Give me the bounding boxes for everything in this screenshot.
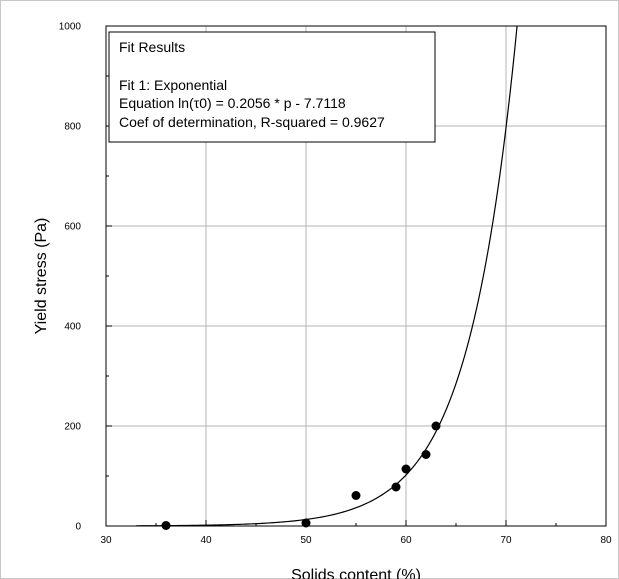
x-tick-label: 80 xyxy=(600,535,612,546)
fit-results-box: Fit Results Fit 1: Exponential Equation … xyxy=(108,31,436,143)
fit-model-line: Fit 1: Exponential xyxy=(119,77,227,93)
y-tick-label: 800 xyxy=(64,122,81,133)
data-point xyxy=(161,521,171,530)
data-point xyxy=(351,491,361,500)
x-tick-label: 40 xyxy=(200,535,212,546)
fit-results-title: Fit Results xyxy=(119,39,185,55)
y-axis-title: Yield stress (Pa) xyxy=(33,218,50,335)
x-tick-label: 30 xyxy=(100,535,112,546)
x-tick-labels: 30 40 50 60 70 80 xyxy=(100,535,612,546)
x-axis-title: Solids content (%) xyxy=(291,567,421,579)
data-point xyxy=(421,450,431,459)
fit-curve xyxy=(135,25,518,527)
data-point xyxy=(431,421,441,431)
data-point xyxy=(401,464,411,474)
data-point xyxy=(391,482,401,492)
fit-r-squared-line: Coef of determination, R-squared = 0.962… xyxy=(119,114,385,130)
x-tick-label: 70 xyxy=(500,535,512,546)
x-tick-label: 60 xyxy=(400,535,412,546)
y-tick-label: 400 xyxy=(64,322,81,333)
y-tick-label: 0 xyxy=(75,522,81,533)
fit-equation-line: Equation ln(τ0) = 0.2056 * p - 7.7118 xyxy=(119,95,346,111)
y-tick-label: 1000 xyxy=(59,22,82,33)
data-points xyxy=(161,421,441,530)
y-tick-labels: 0 200 400 600 800 1000 xyxy=(59,22,82,533)
x-tick-label: 50 xyxy=(300,535,312,546)
y-tick-label: 600 xyxy=(64,222,81,233)
y-tick-label: 200 xyxy=(64,422,81,433)
data-point xyxy=(301,518,311,528)
